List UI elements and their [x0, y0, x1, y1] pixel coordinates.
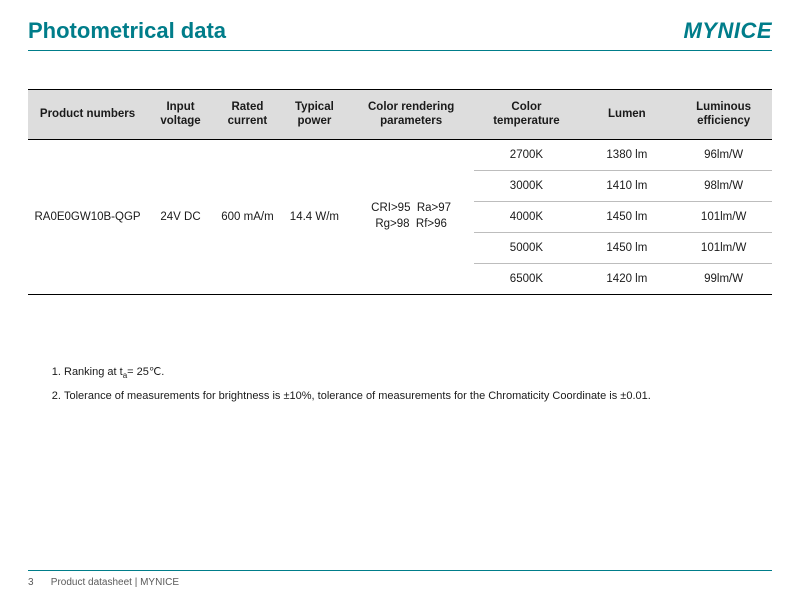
- note-1: Ranking at ta= 25℃.: [64, 365, 772, 380]
- footer-text: Product datasheet | MYNICE: [51, 577, 179, 588]
- table-header-row: Product numbers Input voltage Rated curr…: [28, 90, 772, 140]
- crp-line-1: CRI>95 Ra>97: [371, 202, 451, 214]
- page-title: Photometrical data: [28, 18, 226, 44]
- cell-lumen: 1420 lm: [579, 263, 676, 294]
- note-2: Tolerance of measurements for brightness…: [64, 390, 772, 402]
- col-lumen: Lumen: [579, 90, 676, 140]
- footer-page-number: 3: [28, 577, 48, 588]
- notes: Ranking at ta= 25℃. Tolerance of measure…: [28, 365, 772, 402]
- cell-typical-power: 14.4 W/m: [281, 139, 348, 294]
- cell-lumen: 1450 lm: [579, 201, 676, 232]
- col-product-numbers: Product numbers: [28, 90, 147, 140]
- col-rated-current: Rated current: [214, 90, 281, 140]
- cell-color-temp: 5000K: [474, 232, 578, 263]
- cell-luminous-eff: 98lm/W: [675, 170, 772, 201]
- cell-color-temp: 3000K: [474, 170, 578, 201]
- cell-product-number: RA0E0GW10B-QGP: [28, 139, 147, 294]
- cell-lumen: 1380 lm: [579, 139, 676, 170]
- cell-luminous-eff: 99lm/W: [675, 263, 772, 294]
- col-input-voltage: Input voltage: [147, 90, 214, 140]
- brand-logo: MYNICE: [683, 18, 772, 44]
- photometrical-table: Product numbers Input voltage Rated curr…: [28, 89, 772, 295]
- cell-crp: CRI>95 Ra>97 Rg>98 Rf>96: [348, 139, 474, 294]
- cell-lumen: 1450 lm: [579, 232, 676, 263]
- crp-line-2: Rg>98 Rf>96: [375, 218, 447, 230]
- col-luminous-eff: Luminous efficiency: [675, 90, 772, 140]
- cell-color-temp: 2700K: [474, 139, 578, 170]
- cell-rated-current: 600 mA/m: [214, 139, 281, 294]
- cell-luminous-eff: 96lm/W: [675, 139, 772, 170]
- col-crp: Color rendering parameters: [348, 90, 474, 140]
- note-1-prefix: Ranking at t: [64, 366, 123, 378]
- table-row: RA0E0GW10B-QGP 24V DC 600 mA/m 14.4 W/m …: [28, 139, 772, 170]
- cell-color-temp: 6500K: [474, 263, 578, 294]
- cell-luminous-eff: 101lm/W: [675, 232, 772, 263]
- cell-luminous-eff: 101lm/W: [675, 201, 772, 232]
- note-1-suffix: = 25℃.: [127, 366, 164, 378]
- footer-divider: [28, 570, 772, 571]
- cell-lumen: 1410 lm: [579, 170, 676, 201]
- cell-input-voltage: 24V DC: [147, 139, 214, 294]
- cell-color-temp: 4000K: [474, 201, 578, 232]
- footer: 3 Product datasheet | MYNICE: [28, 570, 772, 588]
- col-typical-power: Typical power: [281, 90, 348, 140]
- header-divider: [28, 50, 772, 51]
- col-color-temperature: Color temperature: [474, 90, 578, 140]
